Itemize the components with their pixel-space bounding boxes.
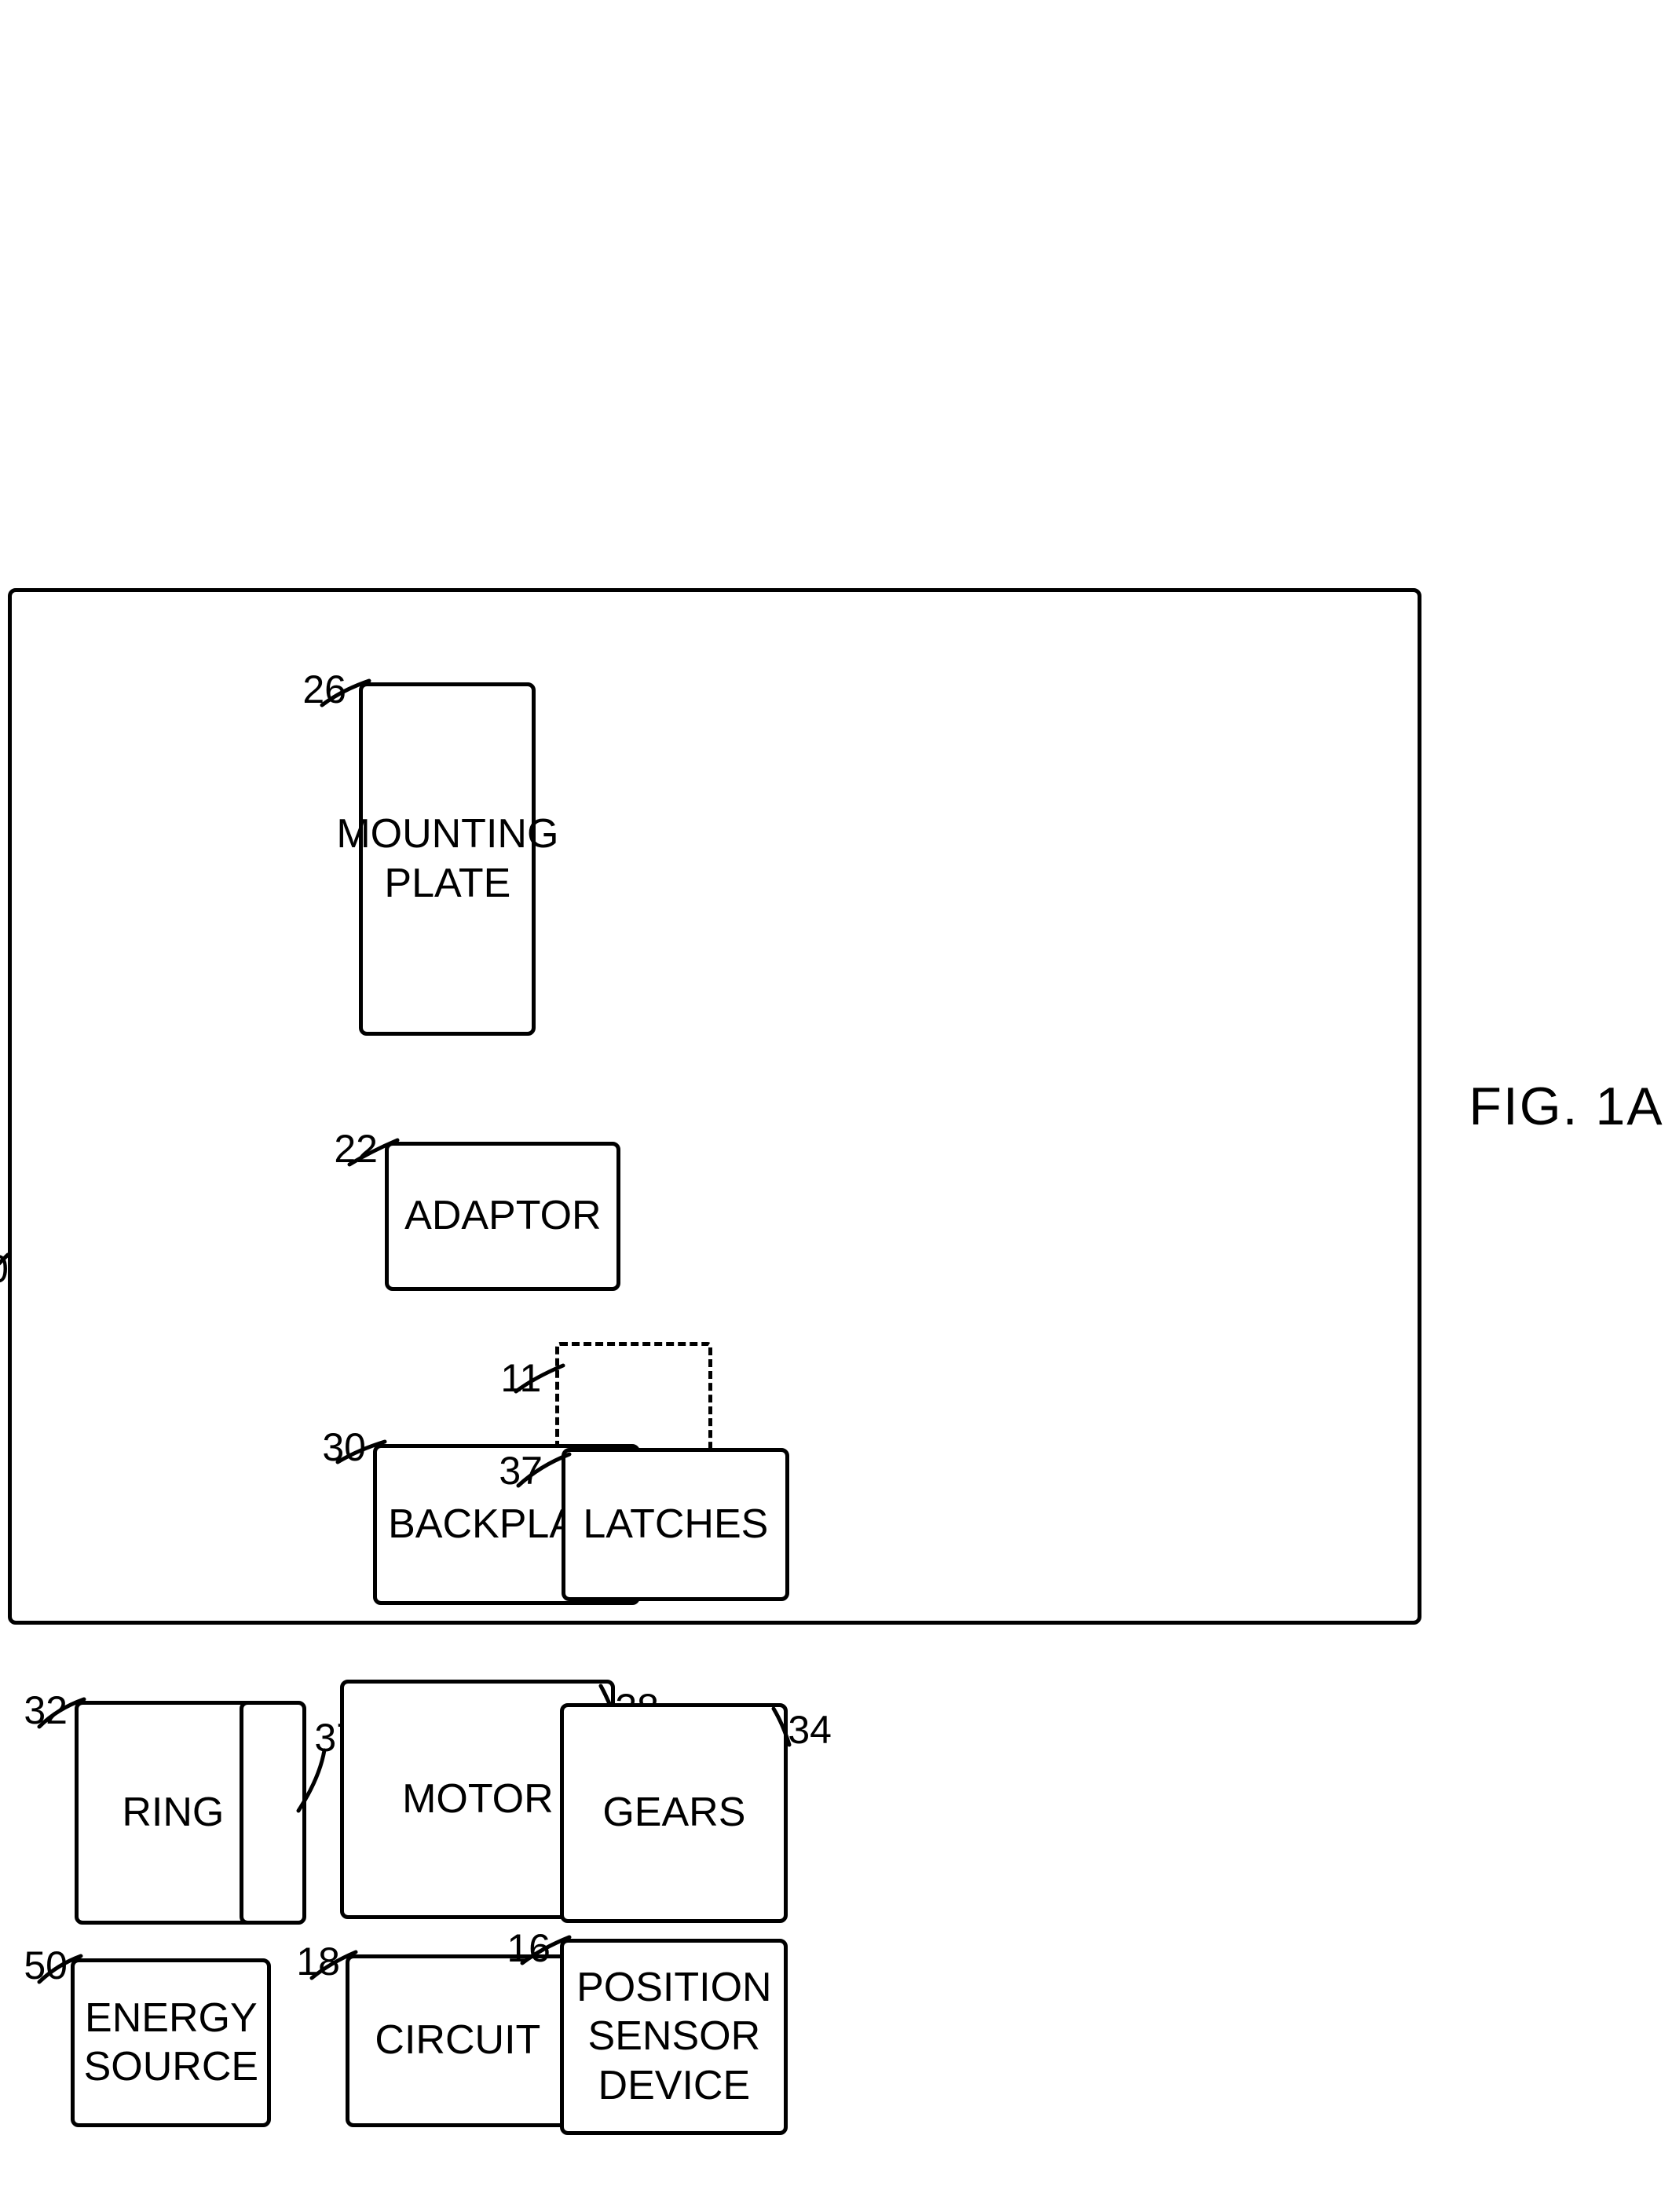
block-circuit: CIRCUIT: [346, 1954, 569, 2127]
block-position-sensor: POSITIONSENSORDEVICE: [560, 1939, 788, 2135]
block-label: RING: [122, 1788, 224, 1837]
block-label: ENERGYSOURCE: [84, 1994, 258, 2092]
ref-gears: 34: [788, 1707, 832, 1753]
diagram-wrapper: 10MOUNTINGPLATE26ADAPTOR2211BACKPLATE30L…: [8, 588, 1663, 1625]
block-gears: GEARS: [560, 1703, 788, 1923]
diagram-frame: 10MOUNTINGPLATE26ADAPTOR2211BACKPLATE30L…: [8, 588, 1421, 1625]
block-label: ADAPTOR: [404, 1191, 601, 1240]
block-mounting-plate: MOUNTINGPLATE: [359, 682, 536, 1036]
block-label: CIRCUIT: [375, 2016, 540, 2064]
block-latches: LATCHES: [562, 1448, 789, 1601]
block-label: LATCHES: [583, 1500, 768, 1548]
block-label: POSITIONSENSORDEVICE: [576, 1963, 771, 2110]
block-label: MOTOR: [402, 1775, 554, 1823]
block-label: GEARS: [602, 1788, 745, 1837]
block-energy: ENERGYSOURCE: [71, 1958, 271, 2127]
block-adaptor: ADAPTOR: [385, 1142, 620, 1291]
block-label: MOUNTINGPLATE: [336, 810, 558, 908]
figure-title: FIG. 1A: [1469, 1076, 1663, 1137]
